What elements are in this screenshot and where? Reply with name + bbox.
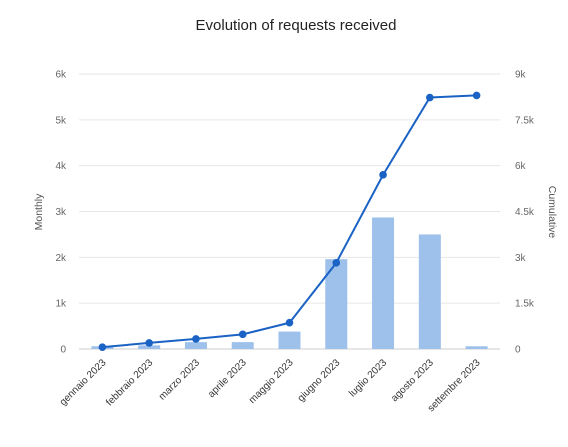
- y-axis-right-label: Cumulative: [546, 186, 558, 239]
- y-left-tick-label: 5k: [55, 115, 67, 126]
- bar: [465, 346, 488, 349]
- chart-title: Evolution of requests received: [196, 17, 397, 34]
- y-right-tick-label: 7.5k: [515, 115, 535, 126]
- bar: [138, 345, 161, 349]
- x-tick-label: febbraio 2023: [104, 357, 155, 408]
- y-left-tick-label: 1k: [55, 299, 67, 310]
- gridlines: [79, 73, 500, 350]
- line-point: [472, 91, 481, 100]
- axis-ticks: 0 0 1k 1.5k 2k 3k 3k 4.5k 4k 6k 5k 7.5k 6k 9k gennaio …: [55, 70, 534, 415]
- bar: [372, 217, 395, 349]
- x-tick-label: aprile 2023: [206, 357, 249, 400]
- y-left-tick-label: 4k: [55, 161, 67, 172]
- line-point: [145, 339, 153, 347]
- y-right-tick-label: 0: [515, 345, 521, 356]
- x-tick-label: giugno 2023: [296, 357, 343, 404]
- line-point: [332, 259, 341, 267]
- line-point: [285, 318, 294, 327]
- y-left-tick-label: 6k: [55, 70, 67, 81]
- line-point: [98, 343, 107, 351]
- bar: [278, 331, 301, 349]
- y-right-tick-label: 1.5k: [515, 299, 535, 310]
- x-tick-label: agosto 2023: [389, 357, 436, 404]
- line-point: [238, 330, 247, 339]
- y-right-tick-label: 6k: [515, 161, 527, 172]
- y-left-tick-label: 3k: [55, 207, 67, 218]
- line-point: [379, 171, 387, 179]
- line-series: [98, 91, 481, 351]
- y-right-tick-label: 3k: [515, 253, 527, 264]
- x-tick-label: gennaio 2023: [58, 357, 109, 408]
- y-right-tick-label: 9k: [515, 70, 527, 81]
- line-point: [426, 93, 434, 102]
- bar: [418, 234, 441, 349]
- bar: [325, 259, 348, 349]
- x-tick-label: maggio 2023: [247, 357, 296, 406]
- y-right-tick-label: 4.5k: [515, 207, 535, 218]
- y-axis-left-label: Monthly: [33, 193, 45, 231]
- y-left-tick-label: 2k: [55, 253, 67, 264]
- x-tick-label: luglio 2023: [347, 357, 389, 399]
- bar-series: [91, 217, 488, 349]
- bar: [184, 342, 207, 349]
- line-point: [192, 335, 200, 343]
- y-left-tick-label: 0: [60, 345, 66, 356]
- bar: [231, 342, 254, 349]
- x-tick-label: marzo 2023: [157, 357, 202, 402]
